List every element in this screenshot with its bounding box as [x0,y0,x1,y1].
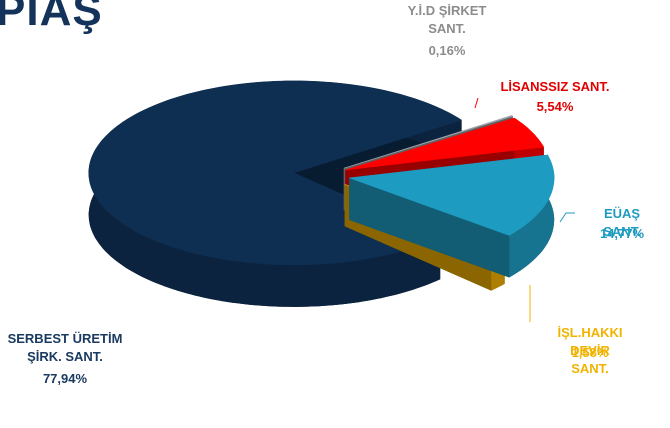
data-label-value: 77,94% [42,371,88,386]
chart-title: PIAŞ [0,0,103,35]
data-label-name: SERBEST ÜRETİM ŞİRK. SANT. [7,331,123,364]
slice-side [349,177,510,278]
slice [349,154,555,236]
data-label-value: 14,77% [599,226,645,241]
data-label-value: 1,58% [571,345,609,360]
data-label-name: İŞL.HAKKI DEVİR SANT. [557,325,623,376]
data-label-name: LİSANSSIZ SANT. [500,79,610,94]
data-label-name: EÜAŞ SANT. [603,206,641,239]
leader-line [559,212,575,223]
leader-line [474,97,479,109]
data-label-value: 0,16% [428,43,466,58]
data-label-name: Y.İ.D ŞİRKET SANT. [407,3,487,36]
slice-side [509,154,555,278]
slice [343,115,514,169]
data-label-value: 5,54% [536,99,574,114]
slice [345,117,545,171]
